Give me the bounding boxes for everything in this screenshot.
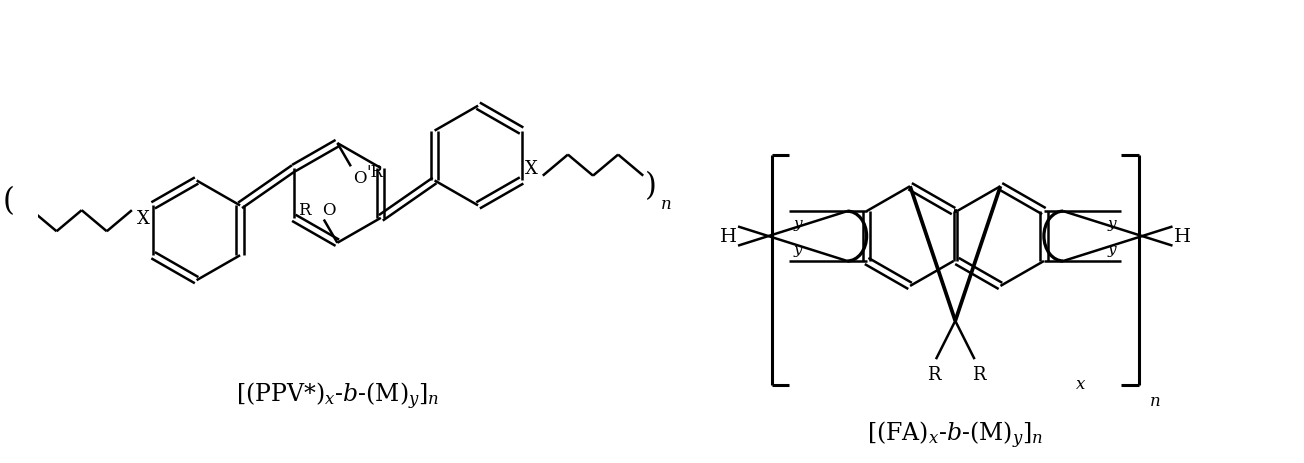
Text: y: y	[1108, 243, 1116, 257]
Text: 'R: 'R	[366, 164, 383, 181]
Text: O: O	[322, 201, 335, 218]
Text: R: R	[927, 365, 940, 383]
Text: y: y	[794, 243, 803, 257]
Text: R: R	[971, 365, 986, 383]
Text: R: R	[297, 201, 310, 218]
Text: y: y	[794, 217, 803, 231]
Text: ): )	[645, 170, 657, 201]
Text: X: X	[137, 210, 150, 228]
Text: [(PPV*)$_{x}$-$b$-(M)$_{y}$]$_{n}$: [(PPV*)$_{x}$-$b$-(M)$_{y}$]$_{n}$	[236, 380, 439, 412]
Text: H: H	[1174, 228, 1191, 245]
Text: H: H	[720, 228, 737, 245]
Text: y: y	[1108, 217, 1116, 231]
Text: [(FA)$_{x}$-$b$-(M)$_{y}$]$_{n}$: [(FA)$_{x}$-$b$-(M)$_{y}$]$_{n}$	[867, 419, 1043, 450]
Text: n: n	[661, 195, 672, 213]
Text: (: (	[3, 186, 14, 217]
Text: x: x	[1076, 375, 1085, 392]
Text: X: X	[524, 159, 537, 177]
Text: n: n	[1150, 393, 1161, 409]
Text: O: O	[353, 170, 366, 187]
